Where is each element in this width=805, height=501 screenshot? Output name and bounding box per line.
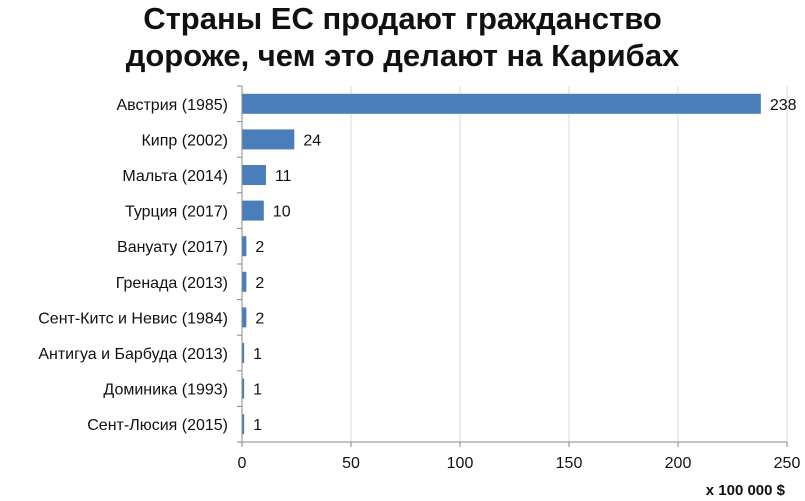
data-label: 2 [255,275,264,292]
x-tick-label: 250 [774,455,801,472]
category-label: Мальта (2014) [122,168,228,185]
data-label: 24 [303,132,321,149]
bar [242,378,245,399]
category-label: Сент-Китс и Невис (1984) [38,310,228,327]
chart-title-line-1: Страны ЕС продают гражданство [143,1,662,36]
category-label: Антигуа и Барбуда (2013) [38,346,228,363]
data-label: 1 [253,346,262,363]
category-label: Кипр (2002) [141,132,228,149]
category-label: Вануату (2017) [117,239,228,256]
bar [242,93,761,114]
gridlines [350,86,788,442]
data-label: 11 [275,168,292,185]
bar [242,414,245,435]
chart-title-line-2: дороже, чем это делают на Карибах [125,38,680,73]
bar [242,271,247,292]
data-label: 2 [255,239,264,256]
axes [237,85,788,447]
category-label: Гренада (2013) [116,275,228,292]
x-tick-label: 200 [665,455,692,472]
data-label: 1 [253,417,262,434]
category-label: Турция (2017) [125,204,228,221]
x-tick-label: 50 [342,455,360,472]
data-label: 1 [253,382,262,399]
bar [242,129,295,150]
data-label: 2 [255,310,264,327]
x-tick-label: 150 [556,455,583,472]
category-label: Сент-Люсия (2015) [87,417,228,434]
bars [242,93,761,435]
x-axis-units-label: x 100 000 $ [705,482,785,499]
bar [242,165,266,185]
x-tick-label: 0 [238,455,247,472]
bar [242,200,264,221]
bar [242,307,247,328]
data-label: 10 [273,204,291,221]
labels: 0 50 100 150 200 250 Австрия (1985) 238 Кипр (20… [38,97,800,472]
bar [242,343,245,363]
bar [242,236,247,257]
category-label: Доминика (1993) [103,382,228,399]
chart-title: Страны ЕС продают гражданство дороже, че… [0,0,805,74]
data-label: 238 [770,97,797,114]
x-tick-label: 100 [447,455,474,472]
category-label: Австрия (1985) [116,97,228,114]
